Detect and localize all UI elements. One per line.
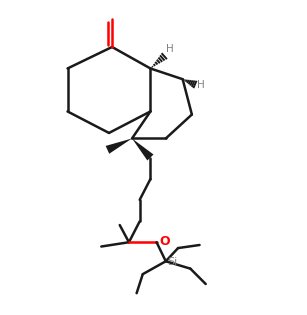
Polygon shape	[106, 139, 132, 154]
Text: H: H	[197, 80, 205, 90]
Polygon shape	[132, 139, 154, 160]
Text: H: H	[166, 44, 173, 54]
Text: O: O	[159, 235, 170, 248]
Text: Si: Si	[168, 257, 178, 267]
